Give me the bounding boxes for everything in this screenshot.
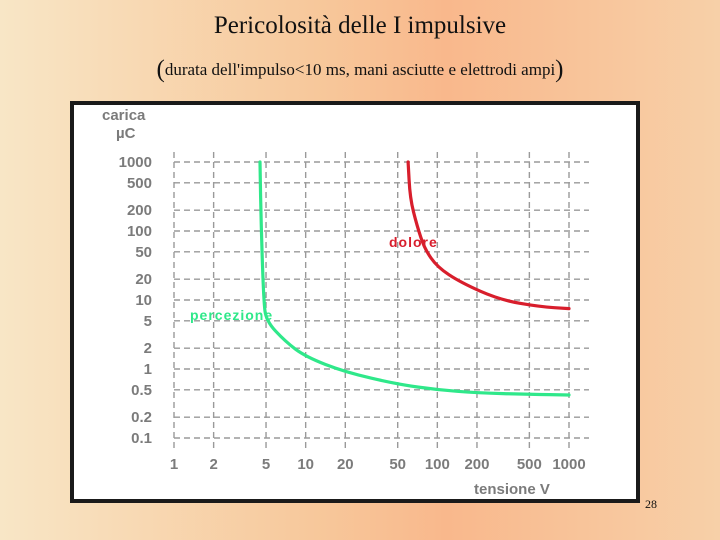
y-tick-label: 2 [144, 340, 152, 357]
y-tick-label: 10 [135, 292, 152, 309]
y-tick-label: 500 [127, 175, 152, 192]
x-tick-label: 200 [464, 456, 489, 473]
x-tick-label: 5 [262, 456, 270, 473]
y-axis-label-line2: µC [116, 125, 136, 142]
series-label-percezione: percezione [190, 307, 273, 323]
x-tick-label: 50 [389, 456, 406, 473]
page-number: 28 [645, 497, 657, 511]
y-tick-label: 1000 [119, 154, 152, 171]
series-line-dolore [406, 160, 571, 311]
chart: 1000 500 200 100 50 20 10 5 2 1 0.5 0.2 0.1 1 2 5 10 20 50… [74, 105, 636, 499]
y-tick-label: 200 [127, 202, 152, 219]
x-tick-label: 20 [337, 456, 354, 473]
y-tick-label: 1 [144, 361, 152, 378]
x-axis-label: tensione V [474, 481, 550, 498]
y-tick-label: 5 [144, 313, 152, 330]
subtitle-close-paren: ) [555, 56, 564, 83]
x-tick-label: 1000 [552, 456, 585, 473]
y-tick-label: 0.5 [131, 382, 152, 399]
x-tick-label: 1 [170, 456, 178, 473]
y-tick-label: 20 [135, 271, 152, 288]
slide-title: Pericolosità delle I impulsive [213, 12, 507, 39]
slide-subtitle: (durata dell'impulso<10 ms, mani asciutt… [0, 56, 720, 84]
chart-background [74, 105, 636, 499]
series-line-percezione [258, 160, 571, 397]
tick-labels: 1000 500 200 100 50 20 10 5 2 1 0.5 0.2 0.1 1 2 5 10 20 50… [119, 154, 586, 473]
y-tick-label: 50 [135, 244, 152, 261]
y-axis-label-line1: carica [102, 107, 146, 124]
x-tick-label: 100 [425, 456, 450, 473]
grid [173, 152, 589, 450]
y-tick-label: 0.1 [131, 430, 152, 447]
x-tick-label: 10 [297, 456, 314, 473]
y-tick-label: 100 [127, 223, 152, 240]
subtitle-open-paren: ( [156, 56, 165, 83]
subtitle-text: durata dell'impulso<10 ms, mani asciutte… [164, 60, 556, 79]
series: percezione dolore [190, 160, 571, 397]
y-tick-label: 0.2 [131, 409, 152, 426]
x-tick-label: 500 [517, 456, 542, 473]
series-label-dolore: dolore [389, 234, 438, 250]
x-tick-label: 2 [209, 456, 217, 473]
